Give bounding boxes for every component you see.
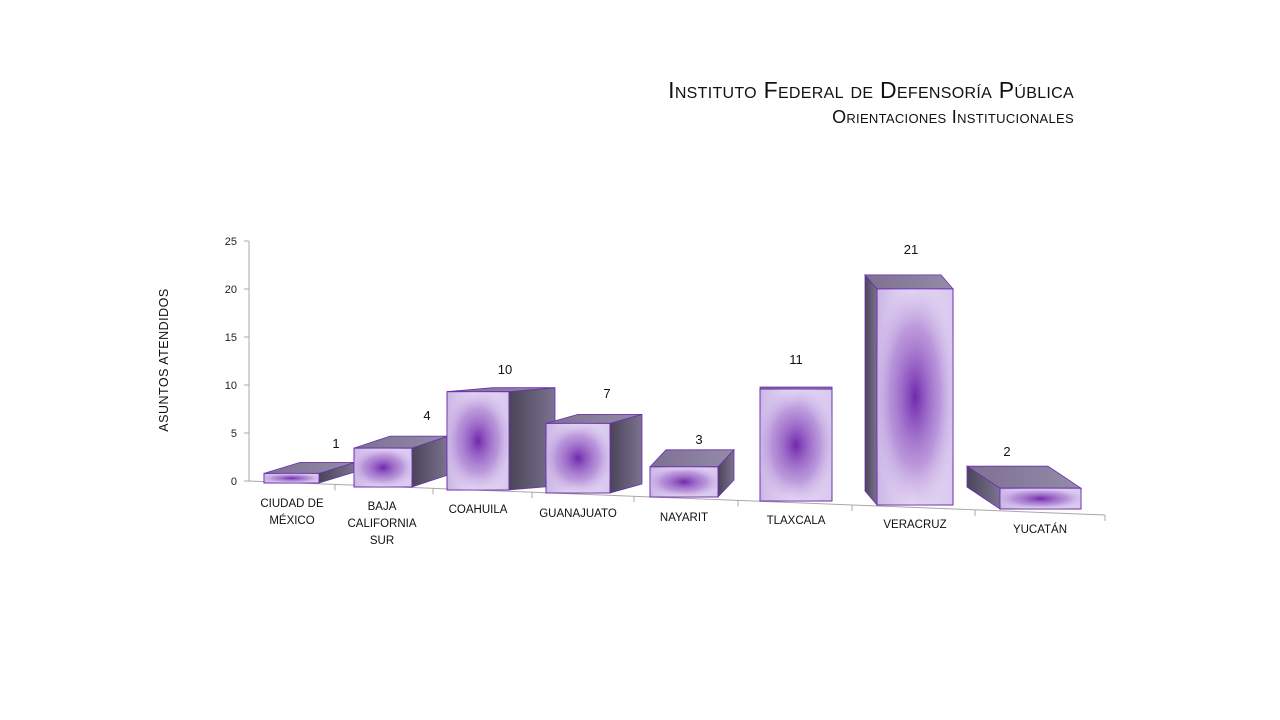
data-label: 11 — [789, 352, 803, 367]
bar-front-shading — [760, 389, 832, 501]
x-tick-label: TLAXCALA — [767, 515, 826, 527]
bar-front-shading — [1000, 488, 1081, 509]
bar-top-face — [864, 274, 954, 290]
y-tick-label: 15 — [225, 332, 237, 344]
bar-side-face — [864, 273, 878, 507]
bar-front-shading — [877, 288, 953, 505]
bar-front-shading — [354, 448, 412, 487]
chart-title-block: Instituto Federal de Defensoría Pública … — [668, 76, 1074, 130]
x-tick-label: NAYARIT — [660, 512, 708, 524]
x-tick-label: BAJA CALIFORNIA SUR — [347, 501, 416, 547]
x-tick-label: VERACRUZ — [883, 519, 946, 531]
x-tick-label: GUANAJUATO — [539, 508, 617, 520]
data-label: 10 — [498, 362, 512, 377]
bar-1 — [353, 435, 449, 488]
bar-5 — [759, 386, 833, 502]
labels-group: 1 CIUDAD DE MÉXICO 4 BAJA CALIFORNIA SUR 10 COAH… — [260, 242, 1067, 547]
chart-subtitle: Orientaciones Institucionales — [832, 107, 1074, 127]
y-tick-label: 20 — [225, 284, 237, 296]
data-label: 3 — [695, 432, 702, 447]
bar-side-face — [609, 413, 643, 494]
bar-0 — [263, 461, 356, 484]
x-tick-label: YUCATÁN — [1013, 523, 1067, 536]
x-tick-label: CIUDAD DE MÉXICO — [260, 498, 324, 527]
y-tick-label: 10 — [225, 380, 237, 392]
data-label: 21 — [904, 242, 918, 257]
bar-7 — [965, 465, 1083, 510]
data-label: 2 — [1003, 444, 1010, 459]
bars-group — [263, 273, 1083, 510]
bar-front-shading — [447, 391, 509, 490]
y-axis-label: ASUNTOS ATENDIDOS — [157, 288, 171, 431]
bar-2 — [446, 387, 556, 491]
data-label: 7 — [603, 386, 610, 401]
data-label: 4 — [423, 408, 430, 423]
axes-group: 0 5 10 15 20 25 ASUNTOS ATENDIDOS — [157, 236, 1106, 521]
chart-title: Instituto Federal de Defensoría Pública — [668, 77, 1074, 103]
bar-front-shading — [264, 473, 319, 483]
y-tick-label: 5 — [231, 428, 237, 440]
bar-front-shading — [650, 466, 718, 497]
bar-front-shading — [546, 423, 610, 493]
bar-6 — [864, 273, 954, 507]
x-tick-label: COAHUILA — [449, 504, 508, 516]
y-tick-label: 25 — [225, 236, 237, 248]
bar-4 — [649, 448, 735, 499]
data-label: 1 — [332, 436, 339, 451]
bar-3 — [545, 413, 643, 494]
y-tick-label: 0 — [231, 476, 237, 488]
